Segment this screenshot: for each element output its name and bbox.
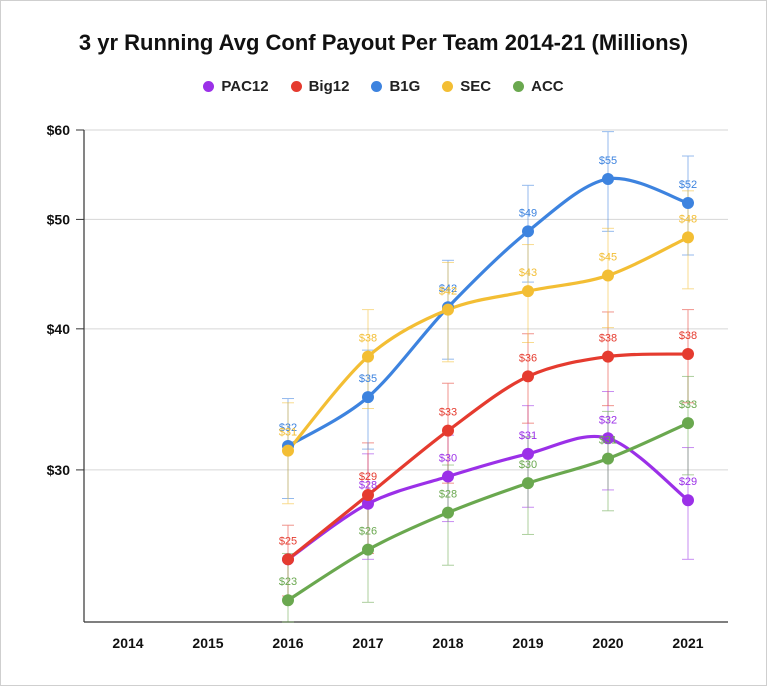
series-line	[287, 421, 689, 602]
legend-marker	[203, 81, 215, 92]
data-point	[362, 543, 374, 556]
y-tick-label: $40	[47, 321, 71, 337]
data-point	[362, 391, 374, 404]
data-label: $38	[679, 330, 697, 342]
data-point	[522, 447, 534, 460]
x-tick-label: 2016	[272, 635, 303, 651]
y-tick-label: $30	[47, 462, 71, 478]
data-label: $38	[599, 333, 617, 345]
data-label: $25	[279, 535, 297, 547]
x-tick-label: 2014	[112, 635, 143, 651]
data-point	[602, 452, 614, 465]
data-label: $29	[359, 471, 377, 483]
data-label: $31	[279, 427, 297, 439]
legend-marker	[290, 81, 302, 92]
y-tick-label: $50	[47, 211, 71, 227]
data-label: $55	[599, 155, 617, 167]
data-point	[282, 444, 294, 457]
data-point	[602, 350, 614, 363]
data-label: $33	[439, 407, 457, 419]
data-label: $33	[679, 399, 697, 411]
data-point	[362, 489, 374, 502]
data-label: $28	[359, 480, 377, 492]
data-label: $43	[519, 267, 537, 279]
legend-marker	[513, 81, 525, 92]
data-label: $52	[679, 179, 697, 191]
legend-item: Big12	[290, 78, 350, 95]
legend-label: Big12	[308, 78, 350, 95]
data-point	[682, 417, 694, 430]
legend-item: SEC	[442, 78, 491, 95]
chart-legend: PAC12 Big12 B1G SEC ACC	[0, 78, 767, 95]
series-line	[287, 176, 689, 448]
x-tick-label: 2019	[512, 635, 543, 651]
data-label: $35	[359, 373, 377, 385]
data-label: $29	[679, 476, 697, 488]
data-label: $45	[599, 251, 617, 263]
data-point	[442, 506, 454, 519]
data-point	[282, 594, 294, 607]
data-point	[602, 432, 614, 445]
x-tick-label: 2017	[352, 635, 383, 651]
legend-item: B1G	[371, 78, 420, 95]
data-point	[682, 494, 694, 507]
x-tick-label: 2018	[432, 635, 463, 651]
data-point	[362, 350, 374, 363]
data-point	[282, 553, 294, 566]
legend-label: SEC	[460, 78, 492, 95]
data-label: $31	[519, 430, 537, 442]
data-point	[602, 172, 614, 185]
data-label: $31	[599, 435, 617, 447]
data-label: $30	[519, 459, 537, 471]
x-tick-label: 2020	[592, 635, 623, 651]
data-point	[682, 231, 694, 244]
data-label: $38	[359, 333, 377, 345]
x-tick-label: 2021	[672, 635, 703, 651]
data-point	[522, 477, 534, 490]
legend-marker	[371, 81, 383, 92]
legend-label: PAC12	[221, 78, 269, 95]
data-label: $28	[439, 489, 457, 501]
series-line	[286, 235, 689, 452]
data-label: $30	[439, 452, 457, 464]
legend-marker	[442, 81, 454, 92]
data-point	[602, 269, 614, 282]
legend-label: B1G	[389, 78, 421, 95]
data-point	[682, 197, 694, 210]
data-label: $36	[519, 352, 537, 364]
data-point	[362, 497, 374, 510]
data-label: $49	[519, 207, 537, 219]
data-label: $48	[679, 213, 697, 225]
data-point	[682, 347, 694, 360]
legend-item: PAC12	[203, 78, 269, 95]
data-point	[442, 424, 454, 437]
data-label: $42	[439, 286, 457, 298]
x-tick-label: 2015	[192, 635, 223, 651]
data-point	[442, 303, 454, 316]
data-label: $26	[359, 526, 377, 538]
chart-title: 3 yr Running Avg Conf Payout Per Team 20…	[78, 30, 689, 55]
data-point	[522, 370, 534, 383]
data-label: $23	[279, 576, 297, 588]
data-point	[522, 285, 534, 298]
series-line	[287, 434, 689, 561]
data-point	[522, 225, 534, 238]
data-label: $32	[279, 422, 297, 434]
legend-item: ACC	[513, 78, 564, 95]
data-point	[442, 470, 454, 483]
data-label: $42	[439, 283, 457, 295]
y-tick-label: $60	[47, 122, 71, 138]
series-line	[286, 352, 689, 561]
legend-label: ACC	[531, 78, 564, 95]
data-label: $32	[599, 414, 617, 426]
